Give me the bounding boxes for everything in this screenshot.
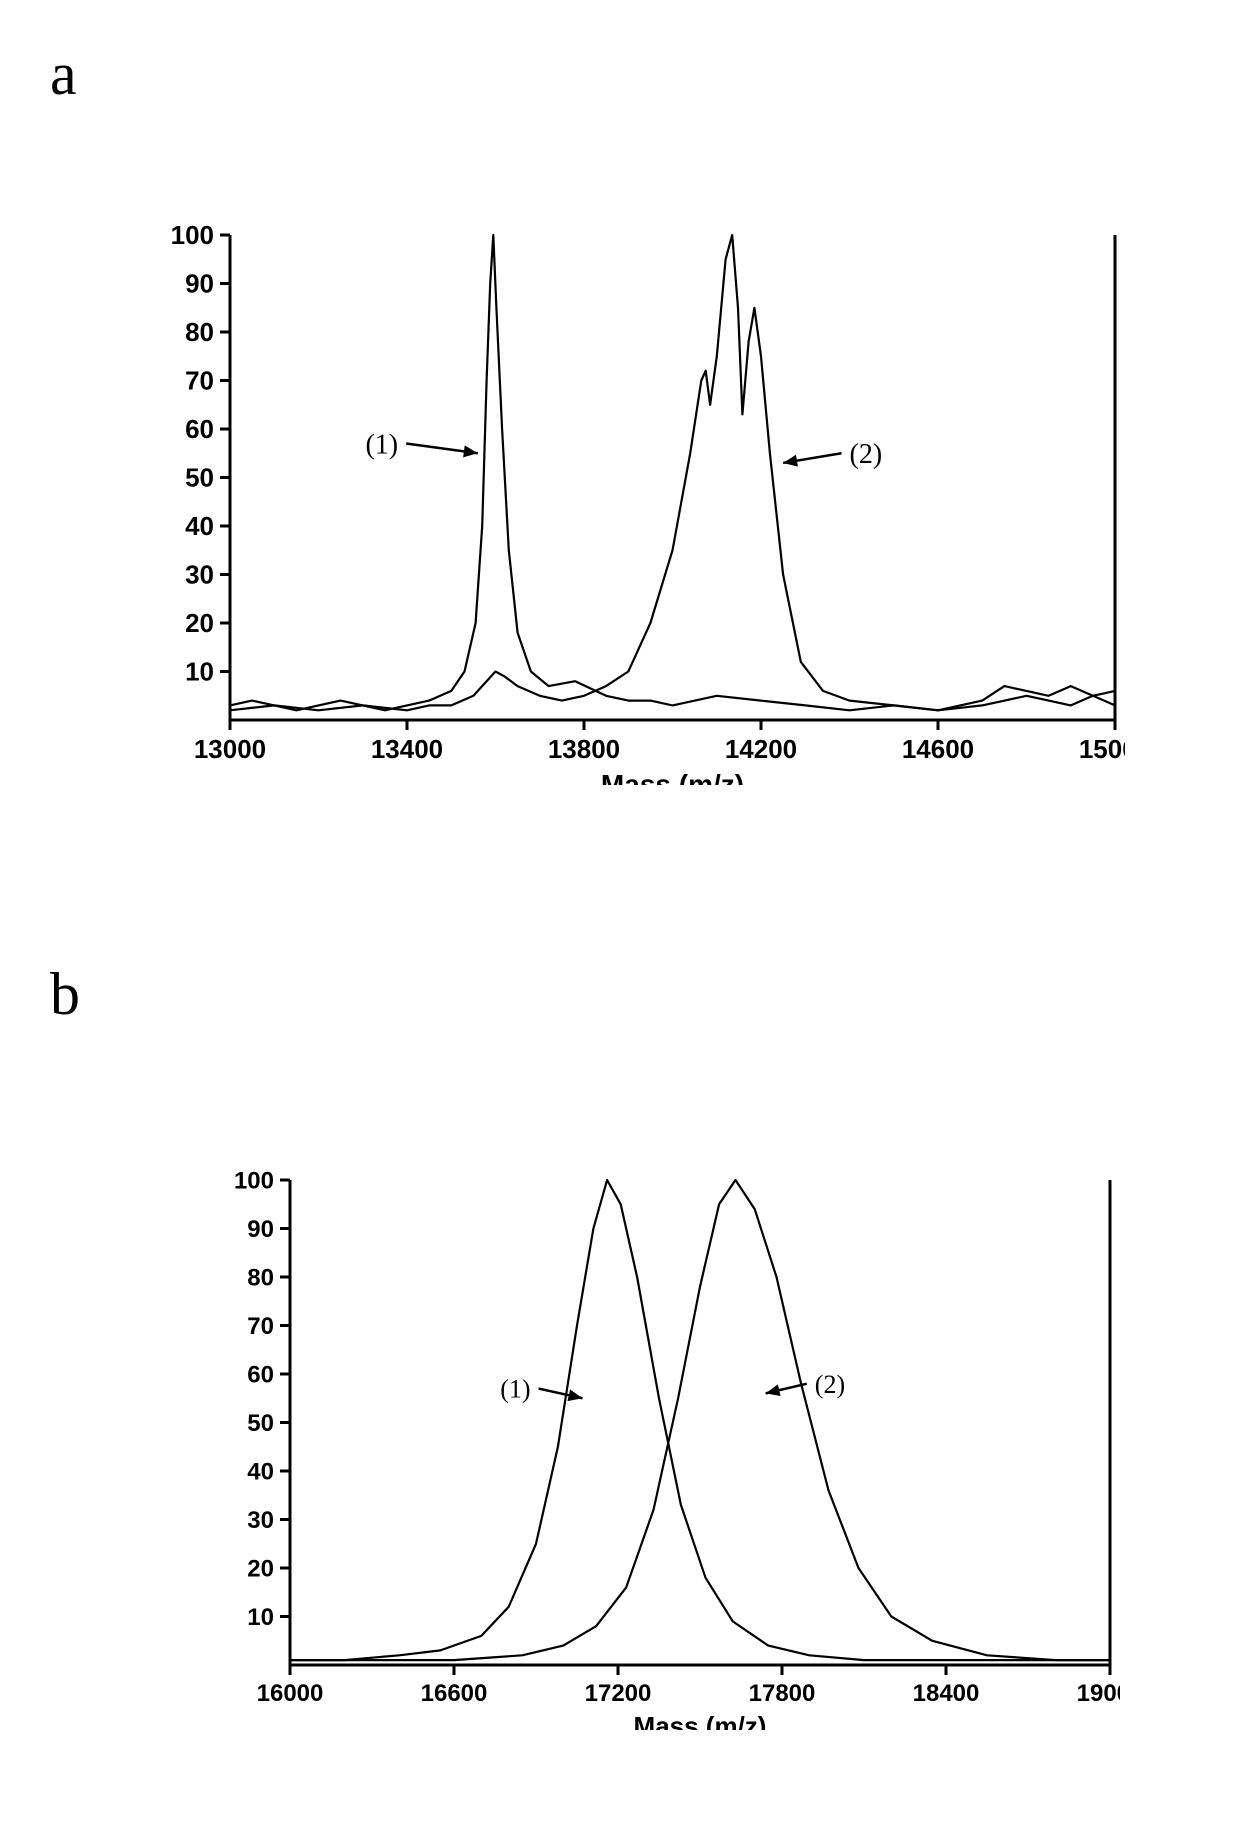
series-trace1 [290, 1180, 1110, 1660]
y-tick-label: 90 [247, 1216, 274, 1243]
annotation-arrow-head [783, 455, 798, 467]
chart-svg: 10 20 30 40 50 60 70 80 90 100 13000 13400 13800 1420… [155, 225, 1125, 785]
y-tick-label: 100 [171, 225, 214, 250]
chart-b: 10 20 30 40 50 60 70 80 90 100 16000 16600 17200 1780… [215, 1170, 1120, 1730]
panel-a-label: a [50, 40, 77, 109]
figure-root: a 10 20 30 40 50 60 70 80 90 100 13000 13400 13800 14… [0, 0, 1240, 1830]
y-tick-label: 90 [185, 269, 214, 299]
y-tick-label: 100 [234, 1170, 274, 1194]
x-axis-label: Mass (m/z) [634, 1711, 767, 1730]
x-axis-label: Mass (m/z) [601, 769, 744, 785]
chart-svg: 10 20 30 40 50 60 70 80 90 100 16000 16600 17200 1780… [215, 1170, 1120, 1730]
annotation-label: (1) [500, 1375, 530, 1404]
x-tick-label: 13000 [194, 734, 266, 764]
y-tick-label: 70 [185, 366, 214, 396]
y-tick-label: 40 [185, 511, 214, 541]
axis-frame [230, 235, 1115, 720]
axis-frame [290, 1180, 1110, 1665]
annotation-label: (1) [365, 429, 398, 460]
y-tick-label: 50 [247, 1410, 274, 1437]
y-tick-label: 80 [247, 1264, 274, 1291]
y-tick-label: 60 [247, 1361, 274, 1388]
y-tick-label: 80 [185, 317, 214, 347]
y-tick-label: 20 [185, 608, 214, 638]
annotation-arrow-head [568, 1389, 583, 1401]
x-tick-label: 17800 [749, 1680, 816, 1707]
x-tick-label: 15000 [1079, 734, 1125, 764]
panel-b-label-text: b [50, 961, 80, 1027]
x-tick-label: 14200 [725, 734, 797, 764]
y-tick-label: 10 [185, 657, 214, 687]
y-tick-label: 20 [247, 1555, 274, 1582]
chart-a: 10 20 30 40 50 60 70 80 90 100 13000 13400 13800 1420… [155, 225, 1125, 785]
y-tick-label: 50 [185, 463, 214, 493]
y-tick-label: 10 [247, 1604, 274, 1631]
annotation-arrow-head [766, 1384, 781, 1396]
annotation-arrow-head [463, 445, 478, 457]
annotation-label: (2) [850, 439, 883, 470]
y-tick-label: 40 [247, 1458, 274, 1485]
y-tick-label: 60 [185, 414, 214, 444]
series-trace2 [290, 1180, 1110, 1660]
y-tick-label: 70 [247, 1313, 274, 1340]
x-tick-label: 17200 [585, 1680, 652, 1707]
y-tick-label: 30 [185, 560, 214, 590]
x-tick-label: 18400 [913, 1680, 980, 1707]
series-trace2 [230, 235, 1115, 710]
x-tick-label: 13400 [371, 734, 443, 764]
x-tick-label: 16600 [421, 1680, 488, 1707]
x-tick-label: 16000 [257, 1680, 324, 1707]
x-tick-label: 14600 [902, 734, 974, 764]
y-tick-label: 30 [247, 1507, 274, 1534]
panel-b-label: b [50, 960, 80, 1029]
annotation-label: (2) [815, 1370, 845, 1399]
x-tick-label: 19000 [1077, 1680, 1120, 1707]
x-tick-label: 13800 [548, 734, 620, 764]
series-trace1 [230, 235, 1115, 710]
panel-a-label-text: a [50, 41, 77, 107]
